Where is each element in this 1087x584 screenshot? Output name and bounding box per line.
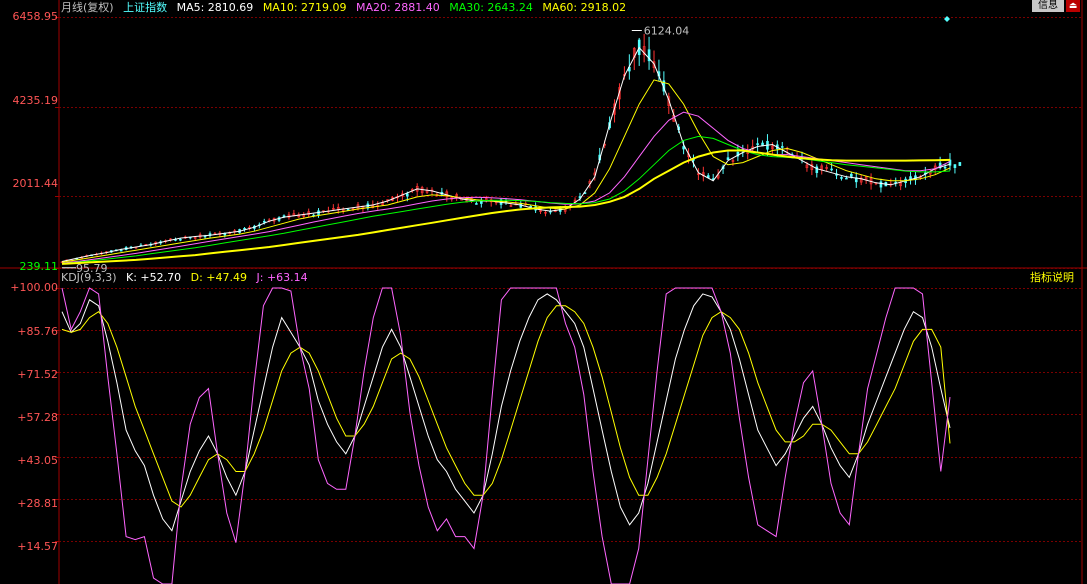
candle-body xyxy=(455,194,458,197)
price-tick-label: 6458.95 xyxy=(12,10,59,23)
candle-body xyxy=(652,61,656,69)
candle-body xyxy=(845,177,848,180)
candle-body xyxy=(780,146,784,148)
kdj-label[interactable]: KDJ(9,3,3) xyxy=(61,271,117,284)
price-panel-header: 月线(复权) 上证指数 MA5: 2810.69 MA10: 2719.09 M… xyxy=(61,1,632,14)
kdj-tick-label: +14.57 xyxy=(17,540,58,553)
candle-body xyxy=(850,173,853,177)
candle-body xyxy=(805,164,809,169)
candle-body xyxy=(642,46,646,56)
candle-body xyxy=(667,96,671,106)
info-button[interactable]: 信息 xyxy=(1032,0,1064,12)
low-marker-label: 95.79 xyxy=(76,262,108,275)
ma20-label: MA20: 2881.40 xyxy=(356,1,440,14)
candle-body xyxy=(810,164,814,171)
latest-diamond-marker xyxy=(944,16,950,22)
ma60-label: MA60: 2918.02 xyxy=(542,1,627,14)
ma-line-ma30 xyxy=(61,135,951,264)
candle-body xyxy=(332,207,335,210)
kdj-tick-label: +71.52 xyxy=(17,368,58,381)
price-tick-label: 2011.44 xyxy=(12,177,59,190)
kdj-tick-label: +100.00 xyxy=(10,281,58,294)
candle-body xyxy=(731,160,735,162)
indicator-help-button[interactable]: 指标说明 xyxy=(1030,271,1074,284)
price-tick-label: 4235.19 xyxy=(12,94,59,107)
candle-body xyxy=(243,227,246,230)
candle-body xyxy=(825,167,828,169)
candle-body xyxy=(726,157,730,160)
candle-body xyxy=(193,237,197,239)
candle-body xyxy=(879,181,883,188)
candle-body xyxy=(771,145,774,150)
ma30-label: MA30: 2643.24 xyxy=(449,1,533,14)
candle-body xyxy=(119,249,123,252)
price-tick-label: 239.11 xyxy=(19,260,59,273)
period-label[interactable]: 月线(复权) xyxy=(61,1,114,14)
candle-body xyxy=(480,201,483,204)
candle-body xyxy=(899,182,902,187)
ma-line-ma5 xyxy=(61,46,951,262)
candle-body xyxy=(544,211,547,214)
ma-line-ma10 xyxy=(61,79,951,263)
candle-body xyxy=(262,220,266,223)
candle-body xyxy=(830,168,833,171)
candle-body xyxy=(509,205,513,207)
ma10-label: MA10: 2719.09 xyxy=(262,1,347,14)
kdj-panel-header: KDJ(9,3,3) K: +52.70 D: +47.49 J: +63.14 xyxy=(61,271,314,284)
candle-body xyxy=(953,164,957,168)
candle-body xyxy=(406,193,409,197)
candle-body xyxy=(618,87,621,100)
candle-body xyxy=(613,103,616,115)
index-name: 上证指数 xyxy=(123,1,168,14)
kdj-tick-label: +57.28 xyxy=(17,411,58,424)
candle-body xyxy=(697,173,700,175)
kdj-d-value: D: +47.49 xyxy=(190,271,248,284)
candle-body xyxy=(943,166,947,169)
exit-icon[interactable]: ⏏ xyxy=(1066,0,1080,12)
candle-body xyxy=(756,143,759,145)
ma-line-ma60 xyxy=(61,149,951,265)
candle-body xyxy=(840,177,843,179)
candle-body xyxy=(682,146,685,150)
kdj-tick-label: +28.81 xyxy=(17,497,58,510)
kdj-line-j xyxy=(61,287,951,584)
kdj-line-d xyxy=(61,305,951,508)
ma-line-ma20 xyxy=(61,111,951,264)
candle-body xyxy=(297,214,301,218)
candle-body xyxy=(647,49,651,62)
kdj-tick-label: +43.05 xyxy=(17,454,58,467)
high-marker-label: 6124.04 xyxy=(644,25,690,38)
candle-body xyxy=(859,177,863,183)
ma5-label: MA5: 2810.69 xyxy=(176,1,254,14)
kdj-tick-label: +85.76 xyxy=(17,325,58,338)
kdj-k-value: K: +52.70 xyxy=(126,271,182,284)
candle-body xyxy=(958,162,962,166)
candle-body xyxy=(716,174,720,179)
candle-body xyxy=(475,203,478,205)
candle-body xyxy=(815,166,819,173)
candle-body xyxy=(179,238,182,241)
kdj-j-value: J: +63.14 xyxy=(256,271,308,284)
kdj-line-k xyxy=(61,293,951,532)
